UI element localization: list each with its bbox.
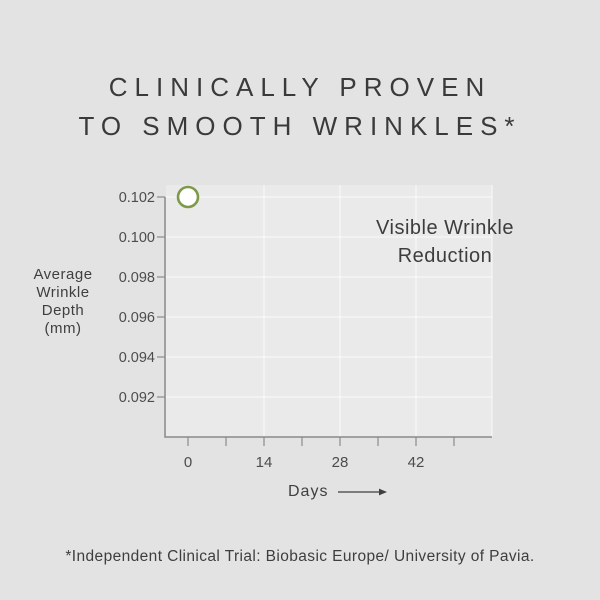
x-tick-label: 0	[184, 454, 192, 471]
x-tick-label: 28	[332, 454, 349, 471]
plot-area	[166, 185, 492, 437]
y-tick-label: 0.094	[119, 350, 155, 366]
x-axis-title: Days	[288, 483, 329, 500]
chart-annotation: Visible Wrinkle Reduction	[343, 214, 547, 270]
y-tick-label: 0.096	[119, 310, 155, 326]
data-point	[176, 185, 200, 209]
heading-line-2: TO SMOOTH WRINKLES*	[78, 111, 522, 141]
x-tick-label: 42	[408, 454, 425, 471]
y-tick-label: 0.100	[119, 230, 155, 246]
y-axis-title-line: Wrinkle	[36, 284, 90, 301]
y-axis-title-line: Average	[33, 266, 93, 283]
y-axis-title-line: Depth	[41, 302, 85, 319]
chart-annotation-line: Reduction	[397, 245, 493, 267]
chart-annotation-line: Visible Wrinkle	[376, 217, 514, 239]
heading-line-1: CLINICALLY PROVEN	[108, 72, 492, 102]
x-tick-label: 14	[256, 454, 273, 471]
y-tick-label: 0.092	[119, 390, 155, 406]
footnote: *Independent Clinical Trial: Biobasic Eu…	[65, 548, 535, 565]
y-axis-title-line: (mm)	[44, 320, 82, 337]
days-arrow-icon	[338, 488, 387, 496]
page-title: CLINICALLY PROVEN TO SMOOTH WRINKLES*	[0, 68, 600, 146]
y-tick-label: 0.098	[119, 270, 155, 286]
y-axis-title: Average Wrinkle Depth (mm)	[26, 266, 100, 338]
y-tick-label: 0.102	[119, 190, 155, 206]
